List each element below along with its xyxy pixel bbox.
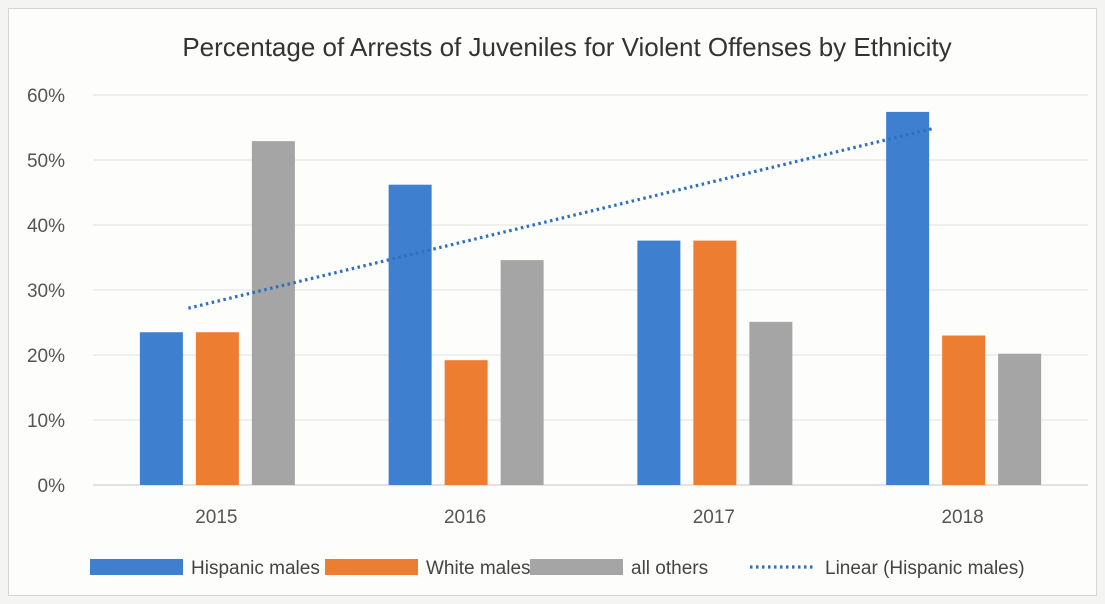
x-axis: 2015 2016 2017 2018 <box>195 507 984 528</box>
trendline-group <box>187 126 936 310</box>
x-tick-label: 2016 <box>444 507 486 528</box>
bars <box>139 111 1042 486</box>
bar-all-others <box>749 321 793 485</box>
legend: Hispanic males White males all others Linea… <box>90 558 1025 579</box>
y-tick-label: 0% <box>38 476 66 497</box>
bar-hispanic-males <box>388 184 432 485</box>
y-tick-label: 10% <box>27 411 65 432</box>
bar-all-others <box>500 260 544 485</box>
bar-hispanic-males <box>139 332 183 485</box>
x-tick-label: 2015 <box>195 507 237 528</box>
bar-hispanic-males <box>886 111 930 486</box>
legend-swatch <box>90 559 183 575</box>
bar-white-males <box>444 360 488 485</box>
chart-title: Percentage of Arrests of Juveniles for V… <box>182 32 951 62</box>
y-tick-label: 40% <box>27 216 65 237</box>
y-tick-label: 60% <box>27 86 65 107</box>
y-tick-label: 20% <box>27 346 65 367</box>
bar-white-males <box>942 335 986 485</box>
bar-white-males <box>693 240 737 485</box>
y-tick-label: 30% <box>27 281 65 302</box>
gridlines <box>93 94 1088 486</box>
bar-hispanic-males <box>637 240 681 485</box>
y-tick-label: 50% <box>27 151 65 172</box>
legend-label: Linear (Hispanic males) <box>825 558 1025 579</box>
bar-all-others <box>998 353 1042 485</box>
legend-swatch <box>325 559 418 575</box>
legend-label: all others <box>631 558 708 579</box>
legend-label: White males <box>426 558 531 579</box>
x-tick-label: 2018 <box>941 507 983 528</box>
x-tick-label: 2017 <box>693 507 735 528</box>
y-axis: 0% 10% 20% 30% 40% 50% 60% <box>27 86 65 497</box>
bar-white-males <box>195 332 239 485</box>
legend-label: Hispanic males <box>191 558 320 579</box>
bar-all-others <box>251 141 295 485</box>
legend-swatch <box>530 559 623 575</box>
trendline <box>187 126 936 310</box>
